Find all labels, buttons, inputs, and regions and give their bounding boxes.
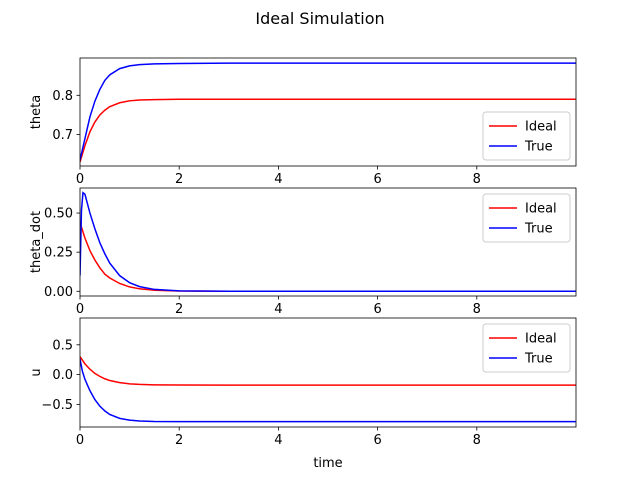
y-tick-label: 0.00	[44, 285, 73, 300]
legend: Ideal True	[482, 323, 571, 373]
x-tick-label: 2	[175, 302, 183, 317]
y-tick-label: 0.0	[52, 368, 73, 383]
x-tick-label: 8	[473, 172, 481, 187]
legend-box	[482, 193, 571, 243]
x-tick-label: 4	[274, 302, 282, 317]
x-tick-label: 2	[175, 433, 183, 448]
y-axis-label: theta_dot	[29, 211, 44, 273]
x-tick-label: 0	[76, 433, 84, 448]
axes-frame	[79, 57, 577, 167]
x-tick-label: 0	[76, 172, 84, 187]
y-tick-label: 0.7	[52, 128, 73, 143]
y-axis-label: theta	[29, 95, 44, 129]
x-tick-label: 4	[274, 172, 282, 187]
figure-title: Ideal Simulation	[255, 9, 384, 28]
y-axis-label: u	[29, 368, 44, 376]
y-tick-label: −0.5	[41, 398, 73, 413]
y-tick-label: 0.25	[44, 246, 73, 261]
y-tick-label: 0.8	[52, 89, 73, 104]
legend-label-ideal: Ideal	[525, 120, 557, 135]
legend-box	[482, 111, 571, 161]
x-tick-label: 6	[373, 302, 381, 317]
x-axis-label: time	[313, 456, 342, 471]
series-line-true	[80, 191, 576, 293]
x-tick-label: 8	[473, 433, 481, 448]
y-tick-label: 0.5	[52, 338, 73, 353]
legend-label-ideal: Ideal	[525, 202, 557, 217]
series-line-ideal	[80, 356, 576, 386]
axes-frame	[79, 317, 577, 428]
legend-label-true: True	[524, 352, 553, 367]
axes-frame	[79, 187, 577, 297]
legend-box	[482, 323, 571, 373]
series-line-true	[80, 358, 576, 423]
subplot-3: 0 2 4 6 8 −0.5 0.0 0.5 u time Ideal True	[29, 317, 577, 471]
legend-label-true: True	[524, 140, 553, 155]
x-tick-label: 6	[373, 433, 381, 448]
x-tick-label: 0	[76, 302, 84, 317]
series-line-ideal	[80, 98, 576, 163]
x-tick-label: 4	[274, 433, 282, 448]
legend: Ideal True	[482, 193, 571, 243]
y-tick-label: 0.50	[44, 207, 73, 222]
legend-label-true: True	[524, 222, 553, 237]
series-line-true	[80, 62, 576, 161]
legend-label-ideal: Ideal	[525, 332, 557, 347]
subplot-1: 0 2 4 6 8 0.7 0.8 theta Ideal True	[29, 57, 577, 187]
x-tick-label: 8	[473, 302, 481, 317]
legend: Ideal True	[482, 111, 571, 161]
x-tick-label: 2	[175, 172, 183, 187]
x-tick-label: 6	[373, 172, 381, 187]
